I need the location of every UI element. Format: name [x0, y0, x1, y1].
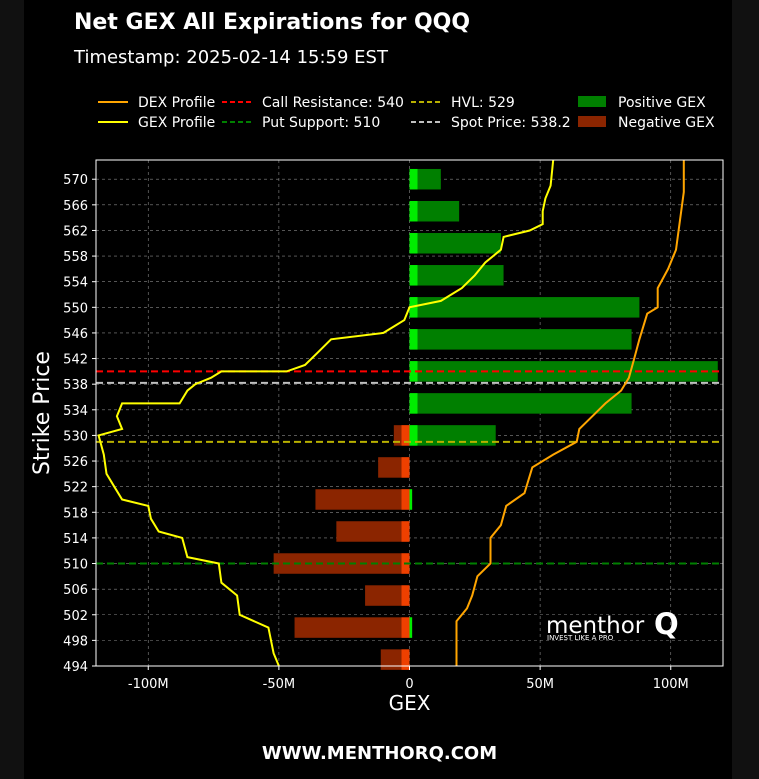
legend-label: GEX Profile — [138, 115, 215, 131]
y-tick-label: 546 — [63, 327, 88, 342]
y-tick-label: 534 — [63, 404, 88, 419]
negative-gex-bar-core — [401, 425, 410, 446]
positive-gex-bar-core — [409, 425, 418, 446]
positive-gex-bar — [409, 200, 460, 222]
negative-gex-bar-core — [401, 617, 410, 638]
y-tick-label: 562 — [63, 224, 88, 239]
y-axis-label: Strike Price — [30, 351, 55, 475]
y-tick-label: 518 — [63, 506, 88, 521]
y-tick-label: 566 — [63, 199, 88, 214]
dex-profile-line — [455, 160, 685, 666]
menthorq-watermark: menthor Q INVEST LIKE A PRO — [546, 607, 679, 642]
y-tick-label: 506 — [63, 583, 88, 598]
legend-label: Negative GEX — [618, 115, 715, 131]
positive-gex-bar — [409, 425, 496, 446]
legend-label: Call Resistance: 540 — [262, 95, 404, 111]
x-tick-label: -100M — [128, 677, 169, 692]
legend-swatch — [578, 96, 606, 107]
positive-gex-bar-core — [409, 168, 418, 190]
positive-gex-bar — [409, 329, 632, 350]
legend-swatch — [578, 116, 606, 127]
watermark-q-logo: Q — [654, 607, 679, 641]
positive-gex-bar-core — [409, 393, 418, 414]
negative-gex-bar — [336, 521, 410, 542]
x-axis-label: GEX — [389, 691, 431, 715]
y-tick-label: 494 — [63, 660, 88, 675]
negative-gex-bar — [294, 617, 410, 638]
positive-gex-bar-core — [409, 489, 413, 510]
y-tick-label: 570 — [63, 173, 88, 188]
negative-gex-bar — [365, 585, 410, 606]
y-tick-label: 510 — [63, 558, 88, 573]
x-tick-label: 50M — [526, 677, 554, 692]
negative-gex-bar-core — [401, 457, 410, 478]
legend: DEX Profile GEX Profile Call Resistance: 5… — [98, 95, 715, 131]
chart-timestamp: Timestamp: 2025-02-14 15:59 EST — [74, 47, 388, 68]
positive-gex-bar-core — [409, 329, 418, 350]
positive-gex-bar-core — [409, 617, 413, 638]
negative-gex-bar-core — [401, 521, 410, 542]
y-tick-label: 558 — [63, 250, 88, 265]
y-tick-label: 550 — [63, 301, 88, 316]
positive-gex-bar-core — [409, 200, 418, 222]
y-tick-label: 542 — [63, 353, 88, 368]
negative-gex-bar-core — [401, 489, 410, 510]
watermark-brand: menthor — [546, 613, 645, 639]
gex-bars — [273, 168, 718, 670]
x-tick-label: 100M — [653, 677, 689, 692]
watermark-tagline: INVEST LIKE A PRO — [547, 634, 614, 642]
y-tick-label: 502 — [63, 609, 88, 624]
positive-gex-bar-core — [409, 265, 418, 286]
positive-gex-bar — [409, 297, 640, 318]
positive-gex-bar — [409, 265, 504, 286]
positive-gex-bar — [409, 393, 632, 414]
footer-url: WWW.MENTHORQ.COM — [261, 743, 498, 764]
y-tick-label: 522 — [63, 481, 88, 496]
positive-gex-bar-core — [409, 233, 418, 254]
x-tick-label: 0 — [405, 677, 413, 692]
chart-title: Net GEX All Expirations for QQQ — [74, 10, 471, 35]
y-tick-label: 526 — [63, 455, 88, 470]
positive-gex-bar — [409, 233, 501, 254]
legend-label: Spot Price: 538.2 — [451, 115, 571, 131]
y-tick-label: 554 — [63, 276, 88, 291]
legend-label: HVL: 529 — [451, 95, 515, 111]
y-tick-label: 514 — [63, 532, 88, 547]
negative-gex-bar — [315, 489, 410, 510]
axes: GEX Strike Price 494 498 502 506 510 514 518 52… — [30, 173, 689, 715]
negative-gex-bar-core — [401, 585, 410, 606]
negative-gex-bar-core — [401, 649, 410, 670]
profile-lines — [97, 159, 685, 667]
legend-label: Put Support: 510 — [262, 115, 380, 131]
y-tick-label: 538 — [63, 378, 88, 393]
y-tick-label: 530 — [63, 429, 88, 444]
y-tick-label: 498 — [63, 634, 88, 649]
x-tick-label: -50M — [263, 677, 295, 692]
legend-label: DEX Profile — [138, 95, 215, 111]
legend-label: Positive GEX — [618, 95, 706, 111]
gex-profile-line — [97, 159, 555, 667]
positive-gex-bar-core — [409, 361, 418, 382]
